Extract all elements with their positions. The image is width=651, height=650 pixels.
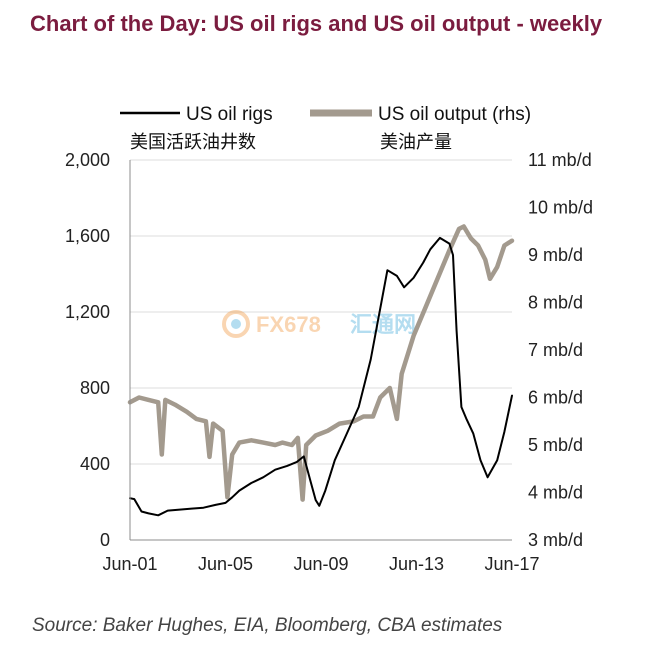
grid-lines bbox=[130, 159, 512, 465]
axes: 0 400 800 1,200 1,600 2,000 3 mb/d 4 mb/d 5 mb/d… bbox=[65, 150, 593, 574]
legend-label-output: US oil output (rhs) bbox=[378, 104, 531, 125]
watermark-brand: FX678 bbox=[256, 312, 321, 337]
y-right-tick-label: 6 mb/d bbox=[528, 388, 583, 408]
y-right-tick-label: 8 mb/d bbox=[528, 293, 583, 313]
y-left-tick-label: 1,200 bbox=[65, 302, 110, 322]
y-right-tick-label: 4 mb/d bbox=[528, 483, 583, 503]
y-left-tick-label: 400 bbox=[80, 454, 110, 474]
series-line-oil-rigs bbox=[129, 236, 513, 517]
legend-label-rigs: US oil rigs bbox=[186, 104, 273, 125]
y-right-tick-label: 10 mb/d bbox=[528, 198, 593, 218]
watermark: FX678 汇通网 bbox=[222, 310, 416, 338]
y-right-tick-label: 5 mb/d bbox=[528, 435, 583, 455]
y-right-tick-label: 7 mb/d bbox=[528, 340, 583, 360]
y-left-tick-label: 800 bbox=[80, 378, 110, 398]
source-note: Source: Baker Hughes, EIA, Bloomberg, CB… bbox=[32, 615, 503, 636]
chart: FX678 汇通网 0 400 800 1,200 1,600 2,000 3 mb/d 4 … bbox=[65, 104, 593, 574]
series-lines bbox=[127, 224, 515, 517]
x-tick-label: Jun-13 bbox=[389, 554, 444, 574]
y-left-tick-label: 0 bbox=[100, 530, 110, 550]
y-left-tick-label: 2,000 bbox=[65, 150, 110, 170]
watermark-cn: 汇通网 bbox=[350, 312, 416, 337]
x-tick-label: Jun-17 bbox=[484, 554, 539, 574]
x-tick-label: Jun-09 bbox=[293, 554, 348, 574]
x-tick-label: Jun-01 bbox=[102, 554, 157, 574]
legend-label-rigs-cn: 美国活跃油井数 bbox=[130, 132, 256, 153]
y-right-tick-label: 3 mb/d bbox=[528, 530, 583, 550]
y-right-tick-label: 11 mb/d bbox=[528, 150, 592, 170]
x-tick-label: Jun-05 bbox=[198, 554, 253, 574]
y-right-tick-label: 9 mb/d bbox=[528, 245, 583, 265]
legend: US oil rigs 美国活跃油井数 US oil output (rhs) … bbox=[120, 104, 531, 153]
legend-label-output-cn: 美油产量 bbox=[380, 132, 452, 153]
y-left-tick-label: 1,600 bbox=[65, 226, 110, 246]
series-line-oil-output bbox=[127, 224, 515, 502]
chart-title: Chart of the Day: US oil rigs and US oil… bbox=[30, 11, 603, 36]
